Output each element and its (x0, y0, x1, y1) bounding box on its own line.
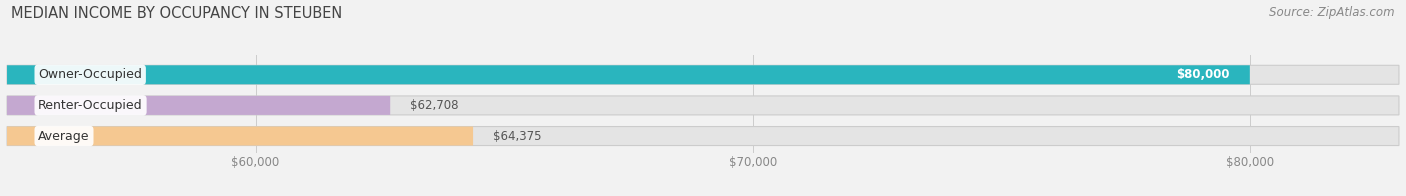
FancyBboxPatch shape (7, 96, 1399, 115)
FancyBboxPatch shape (7, 127, 1399, 145)
Text: Renter-Occupied: Renter-Occupied (38, 99, 143, 112)
Text: MEDIAN INCOME BY OCCUPANCY IN STEUBEN: MEDIAN INCOME BY OCCUPANCY IN STEUBEN (11, 6, 343, 21)
Text: Owner-Occupied: Owner-Occupied (38, 68, 142, 81)
FancyBboxPatch shape (7, 127, 472, 145)
Text: $64,375: $64,375 (494, 130, 541, 142)
Text: $80,000: $80,000 (1177, 68, 1230, 81)
Text: Average: Average (38, 130, 90, 142)
Text: $62,708: $62,708 (411, 99, 458, 112)
Text: Source: ZipAtlas.com: Source: ZipAtlas.com (1270, 6, 1395, 19)
FancyBboxPatch shape (7, 65, 1399, 84)
FancyBboxPatch shape (7, 65, 1250, 84)
FancyBboxPatch shape (7, 96, 391, 115)
